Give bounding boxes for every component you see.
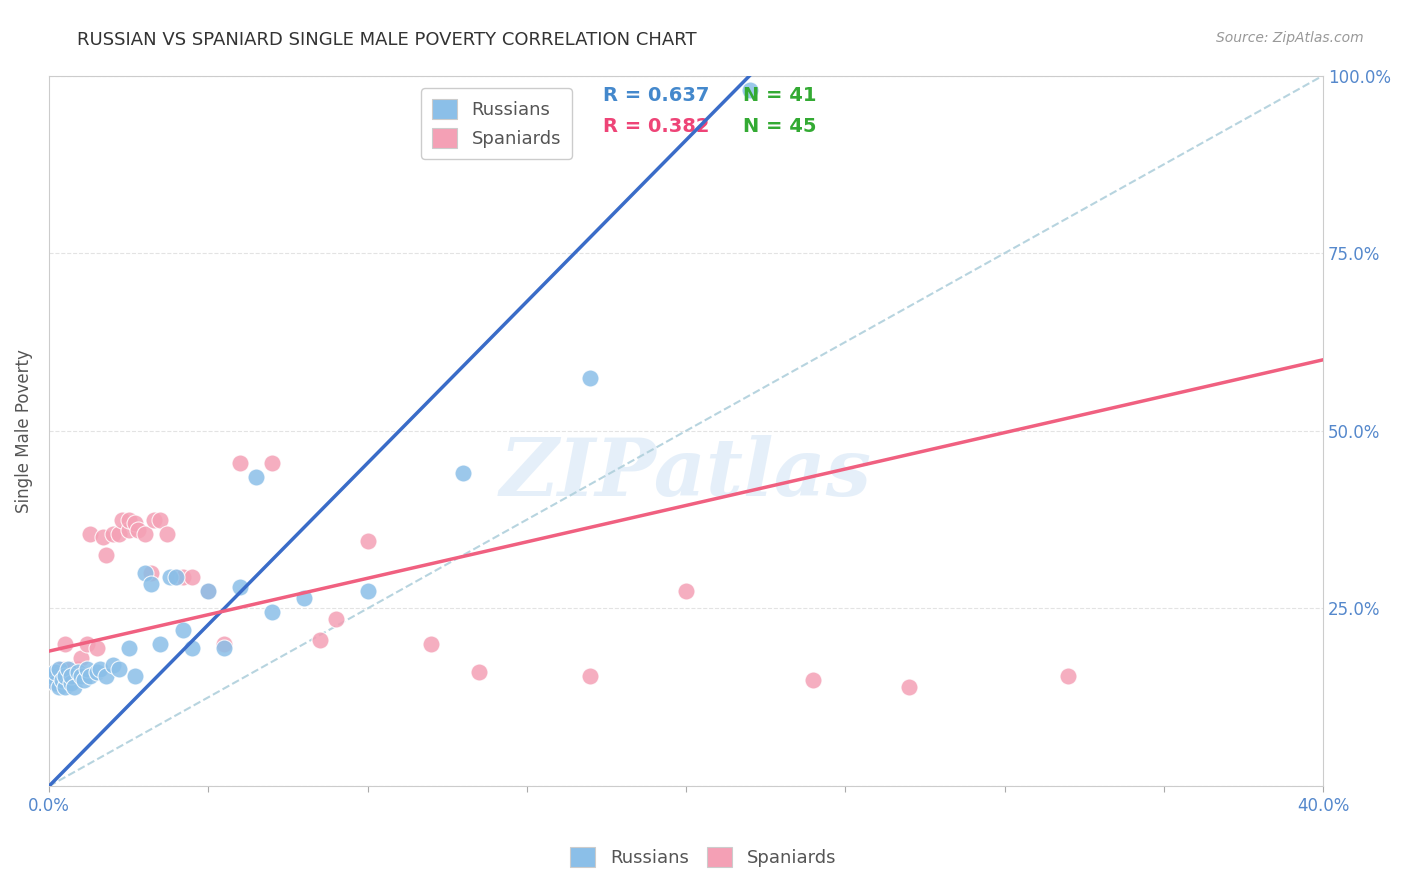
Point bbox=[212, 637, 235, 651]
Point bbox=[53, 669, 76, 683]
Legend: Russians, Spaniards: Russians, Spaniards bbox=[422, 88, 572, 159]
Point bbox=[229, 580, 252, 594]
Point bbox=[738, 83, 761, 97]
Y-axis label: Single Male Poverty: Single Male Poverty bbox=[15, 349, 32, 513]
Point bbox=[181, 640, 204, 655]
Point bbox=[108, 662, 131, 676]
Legend: Russians, Spaniards: Russians, Spaniards bbox=[562, 839, 844, 874]
Point bbox=[117, 524, 139, 538]
Point bbox=[117, 640, 139, 655]
Point bbox=[159, 569, 181, 583]
Point bbox=[127, 524, 149, 538]
Point bbox=[76, 662, 98, 676]
Point bbox=[86, 665, 108, 680]
Point bbox=[149, 637, 172, 651]
Point bbox=[56, 669, 79, 683]
Point bbox=[579, 370, 602, 384]
Point bbox=[165, 569, 187, 583]
Point bbox=[51, 673, 73, 687]
Point bbox=[89, 662, 111, 676]
Point bbox=[124, 669, 146, 683]
Point bbox=[197, 583, 219, 598]
Point bbox=[898, 680, 921, 694]
Point bbox=[41, 669, 63, 683]
Point bbox=[108, 527, 131, 541]
Point bbox=[69, 669, 91, 683]
Point bbox=[356, 583, 378, 598]
Point bbox=[96, 548, 118, 562]
Point bbox=[172, 623, 194, 637]
Point bbox=[143, 513, 166, 527]
Point bbox=[41, 669, 63, 683]
Point bbox=[63, 669, 86, 683]
Point bbox=[197, 583, 219, 598]
Point bbox=[212, 640, 235, 655]
Point bbox=[172, 569, 194, 583]
Point bbox=[117, 513, 139, 527]
Point bbox=[66, 665, 89, 680]
Point bbox=[53, 637, 76, 651]
Point bbox=[60, 676, 83, 690]
Point bbox=[111, 513, 134, 527]
Text: Source: ZipAtlas.com: Source: ZipAtlas.com bbox=[1216, 31, 1364, 45]
Point bbox=[96, 669, 118, 683]
Point bbox=[44, 676, 66, 690]
Point bbox=[48, 680, 70, 694]
Point bbox=[63, 680, 86, 694]
Point bbox=[101, 658, 124, 673]
Point bbox=[91, 530, 114, 544]
Point bbox=[1057, 669, 1080, 683]
Point bbox=[803, 673, 825, 687]
Point bbox=[86, 640, 108, 655]
Point bbox=[66, 662, 89, 676]
Point bbox=[451, 467, 474, 481]
Text: N = 45: N = 45 bbox=[744, 117, 817, 136]
Point bbox=[260, 605, 283, 619]
Point bbox=[56, 662, 79, 676]
Point bbox=[60, 662, 83, 676]
Point bbox=[675, 583, 697, 598]
Text: R = 0.382: R = 0.382 bbox=[603, 117, 710, 136]
Point bbox=[134, 566, 156, 580]
Point bbox=[325, 612, 347, 626]
Point bbox=[292, 591, 315, 605]
Text: R = 0.637: R = 0.637 bbox=[603, 86, 710, 105]
Text: ZIPatlas: ZIPatlas bbox=[501, 434, 872, 512]
Point bbox=[308, 633, 330, 648]
Point bbox=[420, 637, 443, 651]
Point bbox=[260, 456, 283, 470]
Point bbox=[53, 680, 76, 694]
Point bbox=[356, 533, 378, 548]
Point bbox=[79, 669, 101, 683]
Point bbox=[48, 662, 70, 676]
Point bbox=[165, 569, 187, 583]
Point bbox=[51, 662, 73, 676]
Point bbox=[73, 673, 96, 687]
Point bbox=[124, 516, 146, 531]
Point bbox=[229, 456, 252, 470]
Point bbox=[181, 569, 204, 583]
Point bbox=[69, 651, 91, 665]
Point bbox=[149, 513, 172, 527]
Point bbox=[79, 527, 101, 541]
Point bbox=[468, 665, 491, 680]
Point bbox=[156, 527, 179, 541]
Point bbox=[48, 662, 70, 676]
Point bbox=[139, 566, 162, 580]
Point bbox=[139, 576, 162, 591]
Point bbox=[101, 527, 124, 541]
Point bbox=[44, 676, 66, 690]
Point bbox=[44, 665, 66, 680]
Text: N = 41: N = 41 bbox=[744, 86, 817, 105]
Point bbox=[245, 470, 267, 484]
Point bbox=[60, 669, 83, 683]
Point bbox=[76, 637, 98, 651]
Point bbox=[579, 669, 602, 683]
Point bbox=[134, 527, 156, 541]
Text: RUSSIAN VS SPANIARD SINGLE MALE POVERTY CORRELATION CHART: RUSSIAN VS SPANIARD SINGLE MALE POVERTY … bbox=[77, 31, 697, 49]
Point bbox=[53, 673, 76, 687]
